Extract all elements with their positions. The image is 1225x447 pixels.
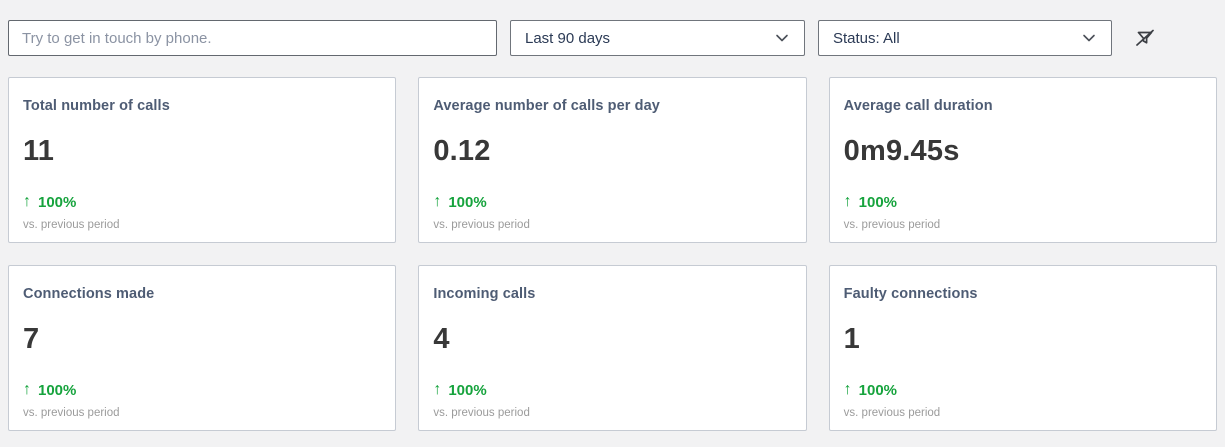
trend-indicator: ↑ 100%	[433, 381, 791, 399]
trend-indicator: ↑ 100%	[844, 193, 1202, 211]
trend-note: vs. previous period	[23, 407, 120, 419]
trend-percent: 100%	[858, 193, 898, 211]
trend-indicator: ↑ 100%	[23, 381, 381, 399]
trend-up-arrow-icon: ↑	[23, 193, 31, 210]
stat-card-title: Faulty connections	[843, 286, 978, 302]
trend-percent: 100%	[448, 381, 487, 399]
stat-card-title: Average call duration	[843, 98, 993, 114]
stat-card-faulty-connections: Faulty connections 1 ↑ 100% vs. previous…	[828, 265, 1217, 431]
chevron-down-icon	[1083, 34, 1095, 42]
trend-percent: 100%	[38, 193, 77, 211]
filter-off-icon	[1136, 29, 1154, 46]
trend-note: vs. previous period	[23, 219, 120, 231]
stat-card-value: 11	[23, 135, 55, 167]
trend-up-arrow-icon: ↑	[433, 381, 442, 398]
stat-cards-grid: Total number of calls 11 ↑ 100% vs. prev…	[8, 77, 1217, 431]
trend-note: vs. previous period	[843, 219, 941, 231]
stat-card-incoming-calls: Incoming calls 4 ↑ 100% vs. previous per…	[418, 265, 807, 431]
trend-up-arrow-icon: ↑	[843, 381, 852, 398]
stat-card-title: Incoming calls	[433, 286, 536, 302]
stat-card-avg-calls-per-day: Average number of calls per day 0.12 ↑ 1…	[418, 77, 807, 243]
stat-card-value: 4	[433, 323, 450, 355]
date-range-select[interactable]: Last 90 days	[510, 20, 805, 56]
stat-card-value: 1	[843, 323, 860, 355]
stat-card-title: Total number of calls	[23, 98, 170, 114]
trend-indicator: ↑ 100%	[23, 193, 381, 211]
trend-note: vs. previous period	[433, 219, 530, 231]
trend-percent: 100%	[448, 193, 487, 211]
trend-note: vs. previous period	[843, 407, 941, 419]
date-range-select-value: Last 90 days	[525, 29, 611, 47]
filter-bar: Last 90 days Status: All	[8, 0, 1217, 56]
stat-card-value: 7	[23, 323, 40, 355]
stat-card-title: Average number of calls per day	[433, 98, 660, 114]
trend-percent: 100%	[38, 381, 77, 399]
stat-card-value: 0m9.45s	[843, 135, 960, 167]
trend-indicator: ↑ 100%	[433, 193, 791, 211]
trend-note: vs. previous period	[433, 407, 530, 419]
status-select-value: Status: All	[833, 29, 900, 47]
stat-card-title: Connections made	[23, 286, 155, 302]
chevron-down-icon	[776, 34, 788, 42]
trend-percent: 100%	[858, 381, 898, 399]
stat-card-avg-call-duration: Average call duration 0m9.45s ↑ 100% vs.…	[828, 77, 1217, 243]
trend-up-arrow-icon: ↑	[843, 193, 852, 210]
clear-filters-button[interactable]	[1129, 22, 1161, 54]
trend-up-arrow-icon: ↑	[23, 381, 31, 398]
trend-indicator: ↑ 100%	[844, 381, 1202, 399]
stat-card-value: 0.12	[433, 135, 491, 167]
phone-search-input[interactable]	[8, 20, 497, 56]
stat-card-connections-made: Connections made 7 ↑ 100% vs. previous p…	[8, 265, 397, 431]
status-select[interactable]: Status: All	[818, 20, 1112, 56]
trend-up-arrow-icon: ↑	[433, 193, 442, 210]
stat-card-total-calls: Total number of calls 11 ↑ 100% vs. prev…	[8, 77, 397, 243]
